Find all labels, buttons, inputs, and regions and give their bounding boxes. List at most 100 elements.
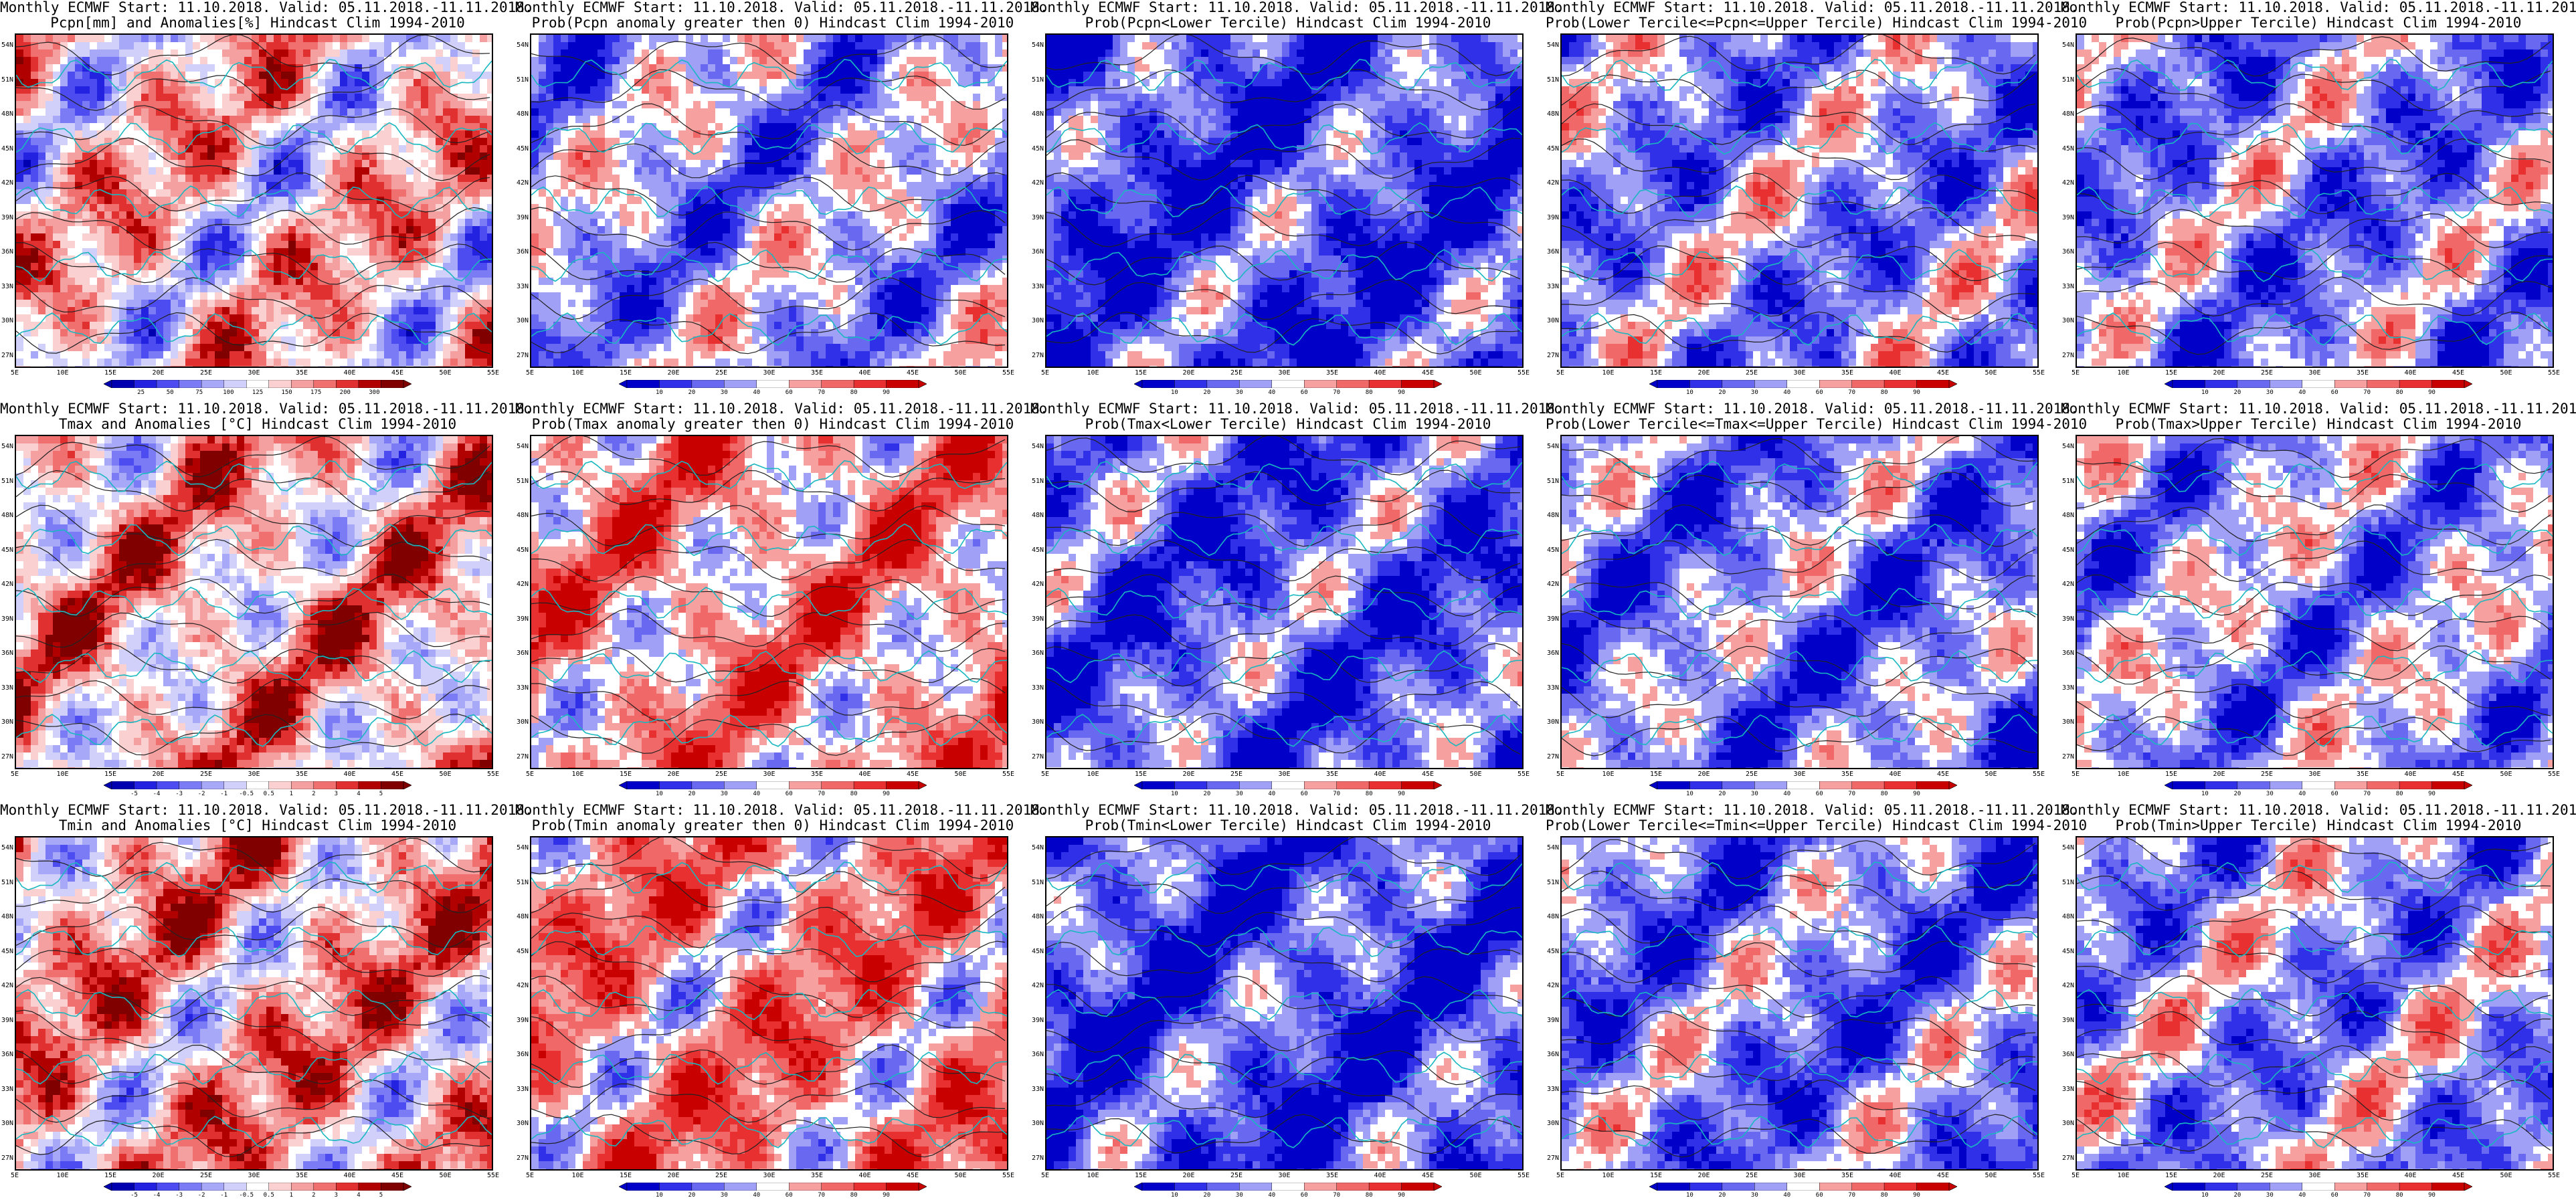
map-frame — [2076, 836, 2554, 1171]
latitude-tick-label: 42N — [1547, 581, 1559, 588]
colorbar-tick-label: 40 — [1268, 1192, 1275, 1199]
colorbar-tick-label: 90 — [1913, 1192, 1920, 1199]
panel-subtitle: Prob(Pcpn>Upper Tercile) Hindcast Clim 1… — [2061, 15, 2576, 30]
colorbar-tick-label: 80 — [850, 1192, 858, 1199]
longitude-tick-label: 55E — [487, 369, 499, 377]
longitude-tick-label: 5E — [526, 369, 534, 377]
longitude-tick-label: 20E — [1697, 1172, 1710, 1179]
map-panel: Monthly ECMWF Start: 11.10.2018. Valid: … — [0, 803, 533, 1204]
longitude-tick-label: 30E — [2308, 369, 2320, 377]
colorbar-tick-label: 10 — [656, 389, 663, 396]
colorbar-tick-label: 80 — [2396, 791, 2403, 797]
longitude-tick-label: 20E — [667, 771, 679, 778]
colorbar-tick-label: 20 — [688, 791, 695, 797]
map-panel: Monthly ECMWF Start: 11.10.2018. Valid: … — [1030, 401, 1564, 803]
latitude-tick-label: 54N — [1032, 41, 1044, 49]
longitude-tick-label: 50E — [439, 771, 451, 778]
latitude-tick-label: 30N — [1547, 718, 1559, 726]
longitude-tick-label: 55E — [1517, 369, 1530, 377]
colorbar: 10 20 30 40 60 70 80 90 — [2165, 781, 2472, 797]
map-frame — [1045, 836, 1524, 1171]
latitude-tick-label: 39N — [1, 214, 13, 221]
colorbar-tick-label: 30 — [2266, 389, 2274, 396]
colorbar-tick-label: 60 — [1816, 1192, 1823, 1199]
latitude-tick-label: 42N — [1547, 982, 1559, 989]
latitude-tick-label: 45N — [1, 948, 13, 955]
colorbar-tick-label: 40 — [2298, 389, 2306, 396]
latitude-tick-label: 42N — [1, 179, 13, 187]
longitude-tick-label: 20E — [667, 369, 679, 377]
latitude-tick-label: 42N — [1032, 982, 1044, 989]
longitude-tick-label: 5E — [2072, 369, 2080, 377]
latitude-tick-label: 54N — [1547, 41, 1559, 49]
latitude-tick-label: 48N — [1032, 913, 1044, 920]
colorbar-tick-label: 40 — [753, 791, 760, 797]
longitude-tick-label: 25E — [1230, 369, 1243, 377]
latitude-tick-label: 39N — [1547, 1017, 1559, 1024]
longitude-tick-label: 45E — [391, 1172, 403, 1179]
longitude-tick-label: 15E — [1650, 369, 1662, 377]
colorbar-tick-label: 90 — [883, 1192, 890, 1199]
latitude-tick-label: 54N — [1032, 443, 1044, 450]
colorbar-tick-label: 10 — [2201, 389, 2209, 396]
longitude-tick-label: 35E — [1326, 369, 1338, 377]
latitude-tick-label: 54N — [517, 41, 529, 49]
latitude-tick-label: 33N — [1032, 283, 1044, 290]
longitude-tick-label: 50E — [1985, 369, 1997, 377]
panel-header-line: Monthly ECMWF Start: 11.10.2018. Valid: … — [0, 0, 533, 15]
map-frame — [2076, 435, 2554, 769]
colorbar-tick-label: 90 — [883, 389, 890, 396]
colorbar-tick-label: 60 — [2331, 791, 2338, 797]
panel-subtitle: Tmin and Anomalies [°C] Hindcast Clim 19… — [0, 818, 515, 833]
longitude-tick-label: 30E — [2308, 771, 2320, 778]
latitude-tick-label: 27N — [1, 1155, 13, 1162]
colorbar-tick-label: 60 — [1816, 389, 1823, 396]
longitude-tick-label: 15E — [2165, 369, 2177, 377]
latitude-tick-label: 51N — [1032, 478, 1044, 485]
latitude-tick-label: 30N — [2062, 1120, 2074, 1127]
colorbar-tick-label: 10 — [2201, 791, 2209, 797]
latitude-tick-label: 27N — [1032, 1155, 1044, 1162]
longitude-tick-label: 15E — [620, 369, 632, 377]
colorbar: 10 20 30 40 60 70 80 90 — [1134, 781, 1442, 797]
map-frame — [530, 836, 1008, 1171]
longitude-tick-label: 45E — [2452, 369, 2464, 377]
colorbar-tick-label: 10 — [656, 791, 663, 797]
colorbar: 10 20 30 40 60 70 80 90 — [1649, 781, 1957, 797]
colorbar-tick-label: 30 — [1236, 1192, 1243, 1199]
longitude-tick-label: 20E — [152, 369, 164, 377]
latitude-tick-label: 48N — [1547, 512, 1559, 519]
latitude-tick-label: 51N — [1547, 879, 1559, 886]
latitude-tick-label: 45N — [517, 546, 529, 554]
latitude-tick-label: 33N — [1032, 684, 1044, 692]
longitude-tick-label: 50E — [1985, 1172, 1997, 1179]
colorbar-tick-label: 40 — [1268, 389, 1275, 396]
panel-subtitle: Prob(Tmax anomaly greater then 0) Hindca… — [515, 417, 1030, 431]
latitude-tick-label: 39N — [1547, 214, 1559, 221]
latitude-tick-label: 39N — [517, 214, 529, 221]
colorbar-tick-label: 150 — [281, 389, 292, 396]
colorbar-tick-label: 70 — [2363, 1192, 2371, 1199]
longitude-tick-label: 40E — [1374, 369, 1386, 377]
longitude-tick-label: 15E — [104, 1172, 116, 1179]
colorbar-tick-label: 40 — [1783, 791, 1790, 797]
latitude-tick-label: 27N — [1547, 352, 1559, 359]
panel-subtitle: Prob(Tmax<Lower Tercile) Hindcast Clim 1… — [1030, 417, 1546, 431]
longitude-tick-label: 30E — [248, 369, 260, 377]
map-field — [2077, 436, 2553, 768]
latitude-tick-label: 51N — [2062, 76, 2074, 84]
longitude-tick-label: 15E — [2165, 771, 2177, 778]
panel-subtitle: Prob(Lower Tercile<=Pcpn<=Upper Tercile)… — [1546, 15, 2087, 30]
longitude-tick-label: 50E — [954, 771, 966, 778]
latitude-tick-label: 45N — [1032, 948, 1044, 955]
latitude-tick-label: 51N — [1032, 879, 1044, 886]
longitude-tick-label: 50E — [1469, 1172, 1481, 1179]
longitude-tick-label: 40E — [1374, 1172, 1386, 1179]
latitude-tick-label: 45N — [517, 948, 529, 955]
longitude-tick-label: 50E — [1469, 771, 1481, 778]
longitude-tick-label: 10E — [571, 1172, 583, 1179]
longitude-tick-label: 45E — [1937, 771, 1949, 778]
panel-header-line: Monthly ECMWF Start: 11.10.2018. Valid: … — [1030, 803, 1564, 817]
latitude-tick-label: 36N — [1547, 248, 1559, 256]
map-panel: Monthly ECMWF Start: 11.10.2018. Valid: … — [1030, 0, 1564, 401]
